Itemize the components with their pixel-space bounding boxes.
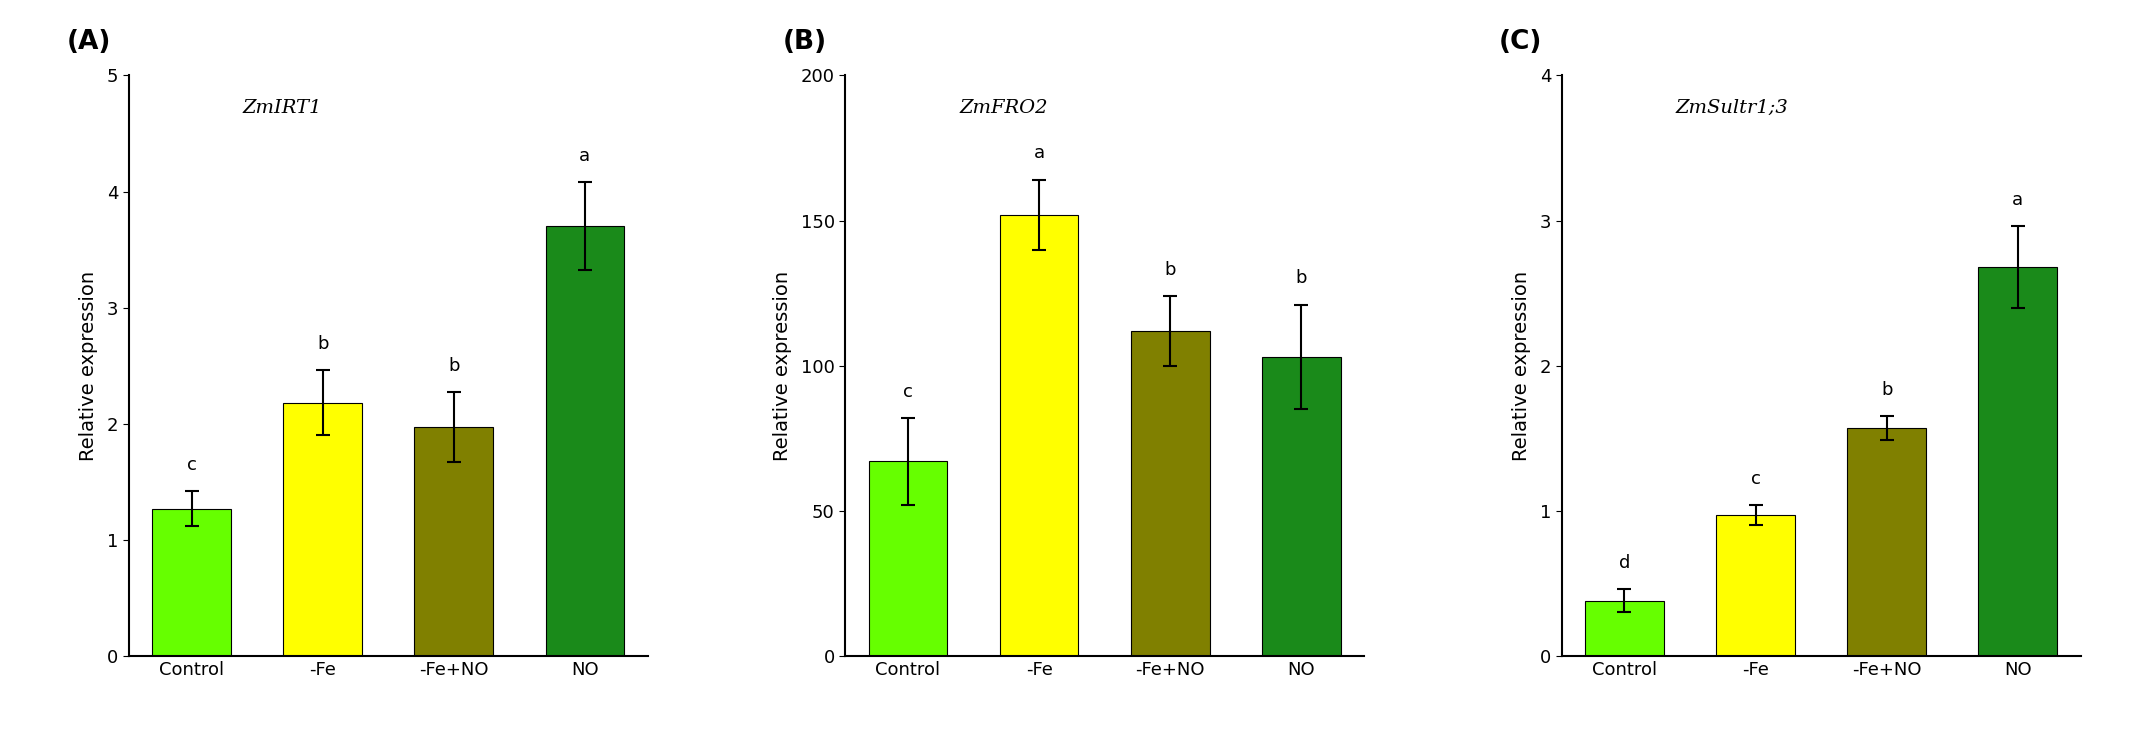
- Text: (B): (B): [783, 29, 828, 55]
- Bar: [869, 461, 948, 656]
- Y-axis label: Relative expression: Relative expression: [772, 271, 792, 461]
- Text: b: b: [1165, 261, 1175, 278]
- Bar: [152, 508, 232, 656]
- Y-axis label: Relative expression: Relative expression: [1512, 271, 1532, 461]
- Text: b: b: [317, 335, 328, 353]
- Text: c: c: [1750, 470, 1761, 488]
- Bar: [1261, 357, 1341, 656]
- Text: b: b: [448, 357, 459, 375]
- Text: a: a: [2012, 191, 2023, 209]
- Bar: [414, 428, 493, 656]
- Bar: [545, 226, 624, 656]
- Bar: [1130, 331, 1210, 656]
- Text: d: d: [1619, 553, 1630, 572]
- Text: a: a: [1034, 145, 1045, 163]
- Text: (C): (C): [1499, 29, 1542, 55]
- Text: c: c: [187, 455, 197, 474]
- Y-axis label: Relative expression: Relative expression: [79, 271, 99, 461]
- Bar: [1978, 267, 2057, 656]
- Bar: [1716, 515, 1795, 656]
- Text: b: b: [1881, 381, 1892, 399]
- Bar: [1000, 215, 1079, 656]
- Text: ZmIRT1: ZmIRT1: [242, 99, 322, 117]
- Bar: [1585, 601, 1665, 656]
- Text: c: c: [903, 382, 914, 400]
- Bar: [1847, 428, 1926, 656]
- Text: (A): (A): [66, 29, 112, 55]
- Text: a: a: [579, 147, 590, 165]
- Text: b: b: [1296, 269, 1306, 287]
- Bar: [283, 403, 363, 656]
- Text: ZmSultr1;3: ZmSultr1;3: [1675, 99, 1789, 117]
- Text: ZmFRO2: ZmFRO2: [959, 99, 1047, 117]
